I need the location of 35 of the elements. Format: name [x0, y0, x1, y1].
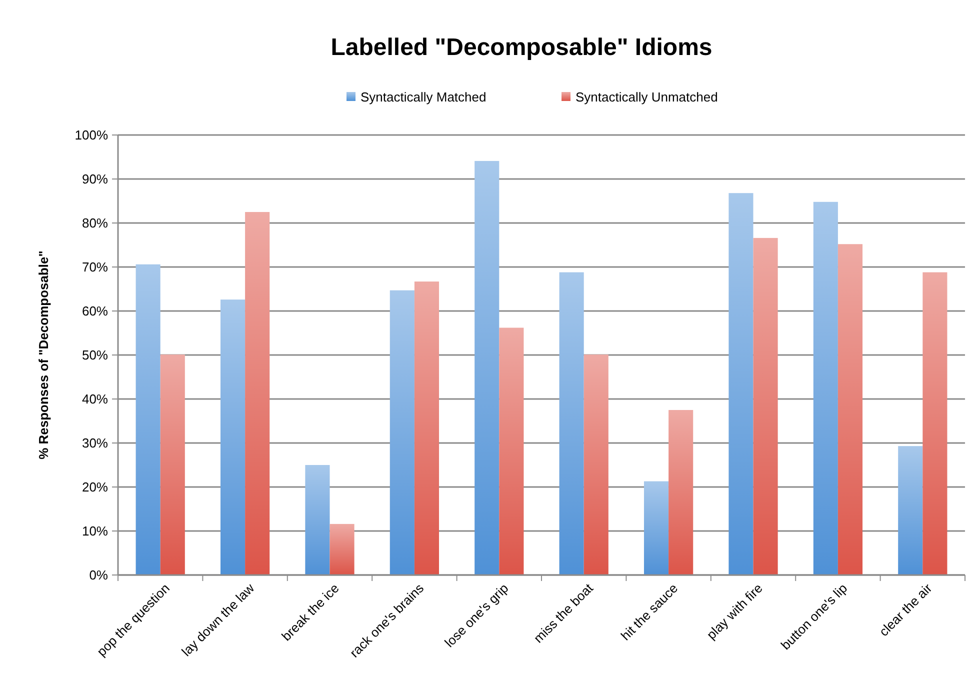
bar: [898, 446, 923, 575]
y-tick-label: 70%: [82, 260, 108, 275]
bar: [668, 410, 694, 575]
bar: [584, 354, 608, 575]
bar: [305, 465, 330, 575]
bar: [160, 354, 185, 575]
y-tick-label: 0%: [89, 568, 108, 583]
bar: [753, 238, 778, 575]
bar: [136, 264, 160, 575]
y-tick-label: 60%: [82, 304, 108, 319]
legend-label: Syntactically Matched: [360, 90, 486, 105]
bar: [728, 193, 754, 575]
y-tick-label: 80%: [82, 216, 108, 231]
y-tick-label: 100%: [74, 128, 108, 143]
bar: [922, 272, 948, 575]
bar: [559, 272, 584, 575]
bar: [813, 202, 838, 575]
y-tick-label: 20%: [82, 480, 108, 495]
bar: [474, 160, 500, 575]
bar: [220, 300, 246, 575]
bar: [414, 282, 440, 575]
bar: [644, 481, 669, 575]
bar: [390, 290, 414, 575]
y-tick-label: 50%: [82, 348, 108, 363]
bar: [838, 244, 863, 575]
bar: [245, 212, 270, 575]
legend-label: Syntactically Unmatched: [576, 90, 718, 105]
y-tick-label: 90%: [82, 172, 108, 187]
y-tick-label: 40%: [82, 392, 108, 407]
bar: [499, 328, 524, 575]
y-tick-label: 30%: [82, 436, 108, 451]
bar: [330, 524, 354, 575]
chart-title: Labelled "Decomposable" Idioms: [330, 34, 712, 61]
y-axis-title: % Responses of "Decomposable": [36, 250, 51, 460]
y-tick-label: 10%: [82, 524, 108, 539]
